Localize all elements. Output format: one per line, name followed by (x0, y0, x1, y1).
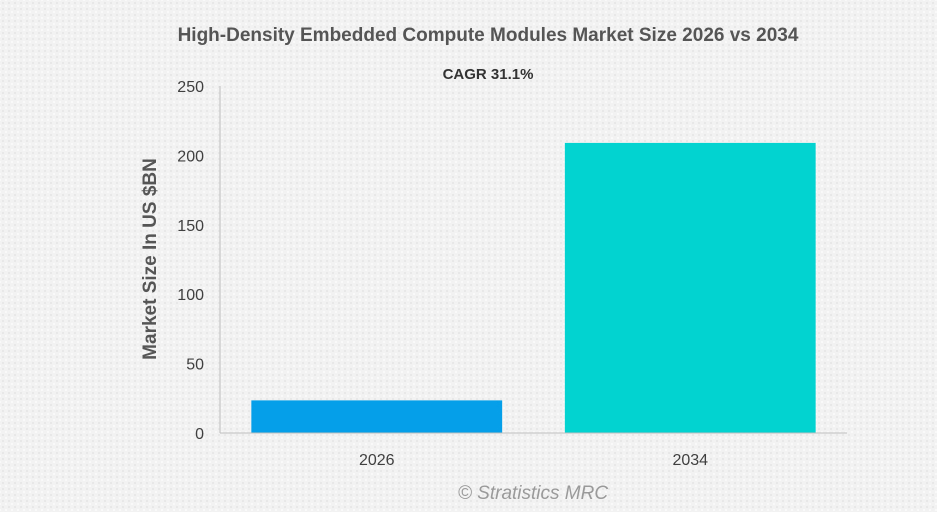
bars (251, 142, 816, 433)
y-tick-label: 200 (177, 148, 204, 165)
chart-subtitle: CAGR 31.1% (443, 66, 534, 83)
y-tick-label: 250 (177, 79, 204, 96)
y-axis-title: Market Size In US $BN (140, 158, 161, 360)
y-tick-label: 100 (177, 287, 204, 304)
y-axis-ticks: 0 50 100 150 200 250 (177, 79, 204, 443)
x-tick-label: 2034 (672, 452, 708, 469)
y-tick-label: 0 (195, 426, 204, 443)
chart-title: High-Density Embedded Compute Modules Ma… (178, 25, 799, 46)
bar-2034 (564, 142, 816, 433)
x-tick-label: 2026 (359, 452, 395, 469)
y-tick-label: 50 (186, 357, 204, 374)
bar-2026 (251, 400, 503, 433)
credit-text: © Stratistics MRC (458, 483, 608, 504)
x-axis-ticks: 2026 2034 (359, 452, 708, 469)
y-tick-label: 150 (177, 218, 204, 235)
